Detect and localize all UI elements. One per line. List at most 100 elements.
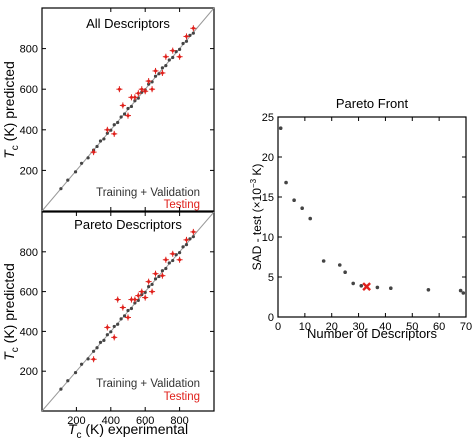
training-point: [119, 115, 123, 119]
training-point: [164, 266, 168, 271]
x-tick-label: 70: [460, 321, 472, 333]
training-point: [79, 362, 84, 366]
training-point: [73, 370, 78, 375]
training-point: [171, 258, 175, 263]
training-point: [133, 99, 137, 103]
testing-point: [105, 325, 109, 329]
training-point: [112, 123, 116, 127]
training-point: [109, 330, 113, 334]
pareto-point: [359, 284, 364, 288]
training-point: [86, 156, 90, 160]
testing-point: [143, 89, 147, 93]
panel-all-descriptors: All Descriptors Training + Validation Te…: [1, 7, 215, 212]
training-point: [191, 235, 195, 239]
pareto-point: [278, 126, 283, 130]
legend-training-pareto: Training + Validation: [96, 378, 200, 390]
testing-point: [121, 306, 125, 310]
y-tick-label: 10: [262, 232, 274, 244]
training-point: [171, 55, 175, 60]
y-tick-label: 15: [262, 192, 274, 204]
testing-point: [178, 258, 182, 262]
training-point: [105, 333, 109, 337]
x-tick-label: 0: [275, 321, 281, 333]
testing-point: [140, 290, 144, 294]
pareto-point: [461, 291, 466, 295]
y-tick-label: 5: [268, 272, 274, 284]
x-tick-label: 40: [379, 321, 391, 333]
training-point: [184, 39, 189, 43]
legend-testing-pareto: Testing: [164, 391, 200, 403]
x-label-symbol: T: [68, 421, 78, 437]
legend-testing-all: Testing: [164, 199, 200, 211]
y-label-main-front: SAD - test (×10: [250, 188, 264, 271]
training-point: [122, 112, 127, 116]
highlight-marker: [362, 282, 371, 291]
training-point: [105, 131, 109, 135]
training-point: [178, 47, 182, 52]
training-point: [184, 243, 189, 247]
testing-point: [136, 294, 140, 298]
testing-point: [164, 258, 168, 262]
training-point: [147, 82, 151, 86]
training-point: [112, 324, 116, 329]
training-point: [102, 137, 106, 141]
x-tick-label: 20: [326, 321, 338, 333]
training-point: [73, 170, 78, 174]
training-point: [66, 379, 70, 383]
testing-point: [105, 128, 109, 132]
pareto-point: [292, 198, 296, 202]
training-point: [98, 340, 103, 344]
testing-point: [154, 69, 158, 73]
training-point: [160, 66, 164, 70]
testing-point: [184, 34, 188, 38]
training-point: [116, 322, 120, 326]
training-point: [66, 178, 70, 182]
training-point: [191, 31, 195, 35]
training-point: [150, 282, 154, 287]
y-tick-label: 20: [262, 152, 274, 164]
y-label-sub-pareto: c: [10, 347, 21, 352]
training-point: [59, 187, 63, 191]
training-point: [119, 317, 123, 321]
testing-point: [117, 87, 121, 91]
y-label-rest-all: (K) predicted: [1, 61, 17, 145]
training-point: [116, 120, 120, 125]
testing-point: [112, 132, 116, 136]
y-label-tail-front: K): [250, 164, 264, 179]
y-axis-label-pareto: Tc (K) predicted: [1, 263, 21, 361]
testing-point: [92, 150, 96, 154]
y-axis-label-all: Tc (K) predicted: [1, 61, 21, 159]
training-point: [129, 104, 134, 109]
training-point: [92, 349, 96, 353]
testing-point: [171, 49, 175, 53]
testing-point: [160, 71, 164, 75]
y-tick-label: 25: [262, 112, 274, 124]
testing-point: [133, 95, 137, 99]
training-point: [59, 387, 63, 391]
pareto-point: [426, 288, 431, 292]
plot-frame-pareto-front: [277, 116, 467, 318]
training-point: [133, 301, 137, 305]
testing-point: [133, 298, 137, 302]
training-point: [95, 346, 99, 350]
pareto-point: [321, 259, 326, 263]
pareto-point: [284, 180, 288, 185]
x-axis-label-pareto-front: Number of Descriptors: [307, 326, 438, 341]
y-tick-label: 200: [20, 165, 38, 177]
y-tick-label: 800: [20, 44, 38, 56]
title-pareto-descriptors: Pareto Descriptors: [74, 217, 182, 232]
testing-point: [150, 87, 154, 91]
svg-text:SAD - test (×10−3 K): SAD - test (×10−3 K): [249, 164, 264, 271]
training-point: [147, 285, 151, 289]
x-tick-label: 30: [352, 321, 364, 333]
testing-point: [140, 87, 144, 91]
testing-point: [92, 357, 96, 361]
y-label-sup-front: −3: [249, 178, 258, 188]
testing-point: [143, 296, 147, 300]
x-tick-label: 800: [170, 415, 188, 427]
x-tick-label: 50: [406, 321, 418, 333]
training-point: [129, 306, 134, 311]
x-tick-label: 400: [102, 415, 120, 427]
testing-point: [154, 272, 158, 276]
